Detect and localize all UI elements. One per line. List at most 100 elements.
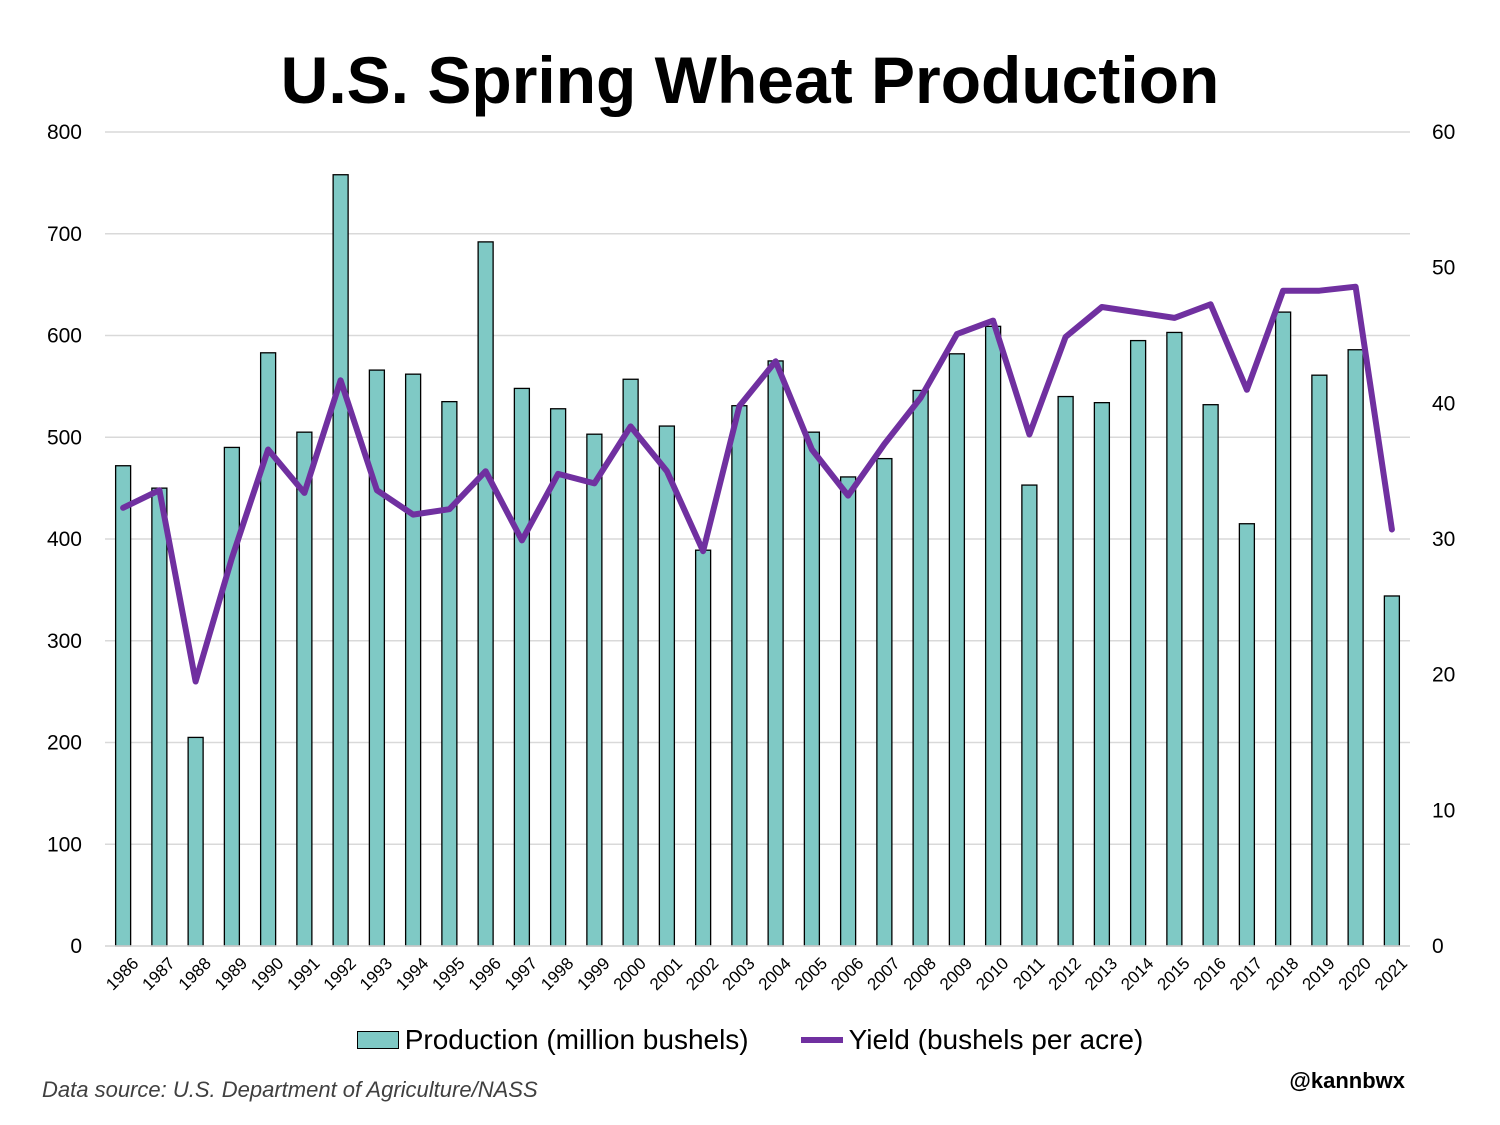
bar[interactable]: [1347, 349, 1364, 947]
bar-series: [114, 174, 1401, 947]
x-tick-label: 1988: [175, 954, 215, 994]
right-tick-label: 0: [1432, 935, 1444, 958]
right-tick-label: 50: [1432, 257, 1455, 280]
bar[interactable]: [223, 446, 241, 947]
bar[interactable]: [1057, 395, 1074, 947]
bar[interactable]: [368, 369, 386, 947]
author-handle: @kannbwx: [1289, 1068, 1405, 1093]
bar[interactable]: [694, 549, 712, 947]
bar[interactable]: [151, 487, 168, 947]
x-tick-label: 2014: [1117, 954, 1157, 994]
bar[interactable]: [622, 378, 639, 947]
x-tick-label: 2017: [1226, 954, 1266, 994]
x-tick-label: 2004: [755, 954, 795, 994]
bar[interactable]: [332, 174, 349, 947]
x-tick-label: 2012: [1045, 954, 1085, 994]
x-tick-label: 1990: [247, 954, 287, 994]
bar[interactable]: [658, 425, 676, 947]
bar[interactable]: [731, 405, 748, 947]
bar[interactable]: [1021, 484, 1038, 947]
bar[interactable]: [114, 465, 132, 947]
x-tick-label: 2019: [1299, 954, 1339, 994]
left-tick-label: 700: [47, 223, 82, 246]
x-tick-label: 2000: [610, 954, 650, 994]
bar[interactable]: [948, 353, 966, 947]
x-tick-label: 1995: [429, 954, 469, 994]
left-tick-label: 800: [47, 121, 82, 144]
bar[interactable]: [477, 241, 494, 947]
right-tick-label: 30: [1432, 528, 1455, 551]
bar[interactable]: [259, 352, 277, 947]
legend: Production (million bushels) Yield (bush…: [0, 1024, 1500, 1056]
bar[interactable]: [876, 457, 893, 947]
bar[interactable]: [912, 389, 929, 947]
bar[interactable]: [441, 400, 458, 947]
bar[interactable]: [1274, 311, 1292, 947]
right-tick-label: 40: [1432, 392, 1455, 415]
legend-label-yield: Yield (bushels per acre): [848, 1024, 1144, 1055]
bar[interactable]: [1129, 339, 1147, 947]
x-tick-label: 2007: [864, 954, 904, 994]
bar[interactable]: [767, 360, 784, 947]
legend-item-production[interactable]: Production (million bushels): [356, 1024, 749, 1056]
x-tick-label: 1996: [465, 954, 505, 994]
bar[interactable]: [1383, 595, 1401, 947]
bar[interactable]: [1311, 374, 1328, 947]
x-tick-label: 2015: [1154, 954, 1194, 994]
right-axis: 0 10 20 30 40 50 60: [1432, 121, 1455, 958]
bar[interactable]: [1093, 402, 1111, 947]
left-tick-label: 400: [47, 528, 82, 551]
x-tick-label: 2020: [1335, 954, 1375, 994]
legend-swatch-line: [800, 1037, 843, 1043]
x-tick-label: 2009: [936, 954, 976, 994]
x-axis: 1986198719881989199019911992199319941995…: [102, 945, 1411, 994]
x-tick-label: 2002: [682, 954, 722, 994]
bar[interactable]: [1202, 404, 1219, 947]
left-axis: 0 100 200 300 400 500 600 700 800: [47, 121, 82, 958]
bar[interactable]: [187, 736, 204, 947]
bar[interactable]: [513, 387, 531, 947]
x-tick-label: 2008: [900, 954, 940, 994]
x-tick-label: 2016: [1190, 954, 1230, 994]
x-tick-label: 2013: [1081, 954, 1121, 994]
line-series: [120, 283, 1395, 685]
right-tick-label: 20: [1432, 664, 1455, 687]
bar[interactable]: [803, 431, 821, 947]
bar[interactable]: [1238, 523, 1256, 947]
x-tick-label: 2011: [1009, 954, 1048, 993]
bar[interactable]: [984, 325, 1002, 947]
x-tick-label: 2021: [1371, 954, 1411, 994]
left-tick-label: 300: [47, 630, 82, 653]
x-tick-label: 1998: [537, 954, 577, 994]
x-tick-label: 2010: [972, 954, 1012, 994]
left-tick-label: 0: [70, 935, 82, 958]
x-tick-label: 2005: [791, 954, 831, 994]
left-tick-label: 100: [47, 833, 82, 856]
legend-swatch-bar: [356, 1031, 399, 1049]
yield-line[interactable]: [120, 283, 1395, 685]
chart-title: U.S. Spring Wheat Production: [280, 43, 1220, 117]
legend-label-production: Production (million bushels): [404, 1024, 749, 1055]
bar[interactable]: [586, 433, 603, 947]
x-tick-label: 2006: [827, 954, 867, 994]
x-tick-label: 1987: [139, 954, 179, 994]
left-tick-label: 500: [47, 426, 82, 449]
x-tick-label: 1989: [211, 954, 251, 994]
bar[interactable]: [1166, 331, 1183, 947]
left-tick-label: 200: [47, 732, 82, 755]
x-tick-label: 2003: [719, 954, 759, 994]
bar[interactable]: [404, 373, 422, 947]
x-tick-label: 1992: [320, 954, 360, 994]
x-tick-label: 2018: [1262, 954, 1302, 994]
right-tick-label: 60: [1432, 121, 1455, 144]
x-tick-label: 1997: [501, 954, 541, 994]
x-tick-label: 1994: [392, 954, 432, 994]
x-tick-label: 1986: [102, 954, 142, 994]
data-source-note: Data source: U.S. Department of Agricult…: [42, 1077, 538, 1102]
bar[interactable]: [296, 431, 313, 947]
legend-item-yield[interactable]: Yield (bushels per acre): [800, 1024, 1144, 1056]
bar[interactable]: [839, 476, 857, 947]
x-tick-label: 1999: [574, 954, 614, 994]
x-tick-label: 1991: [284, 954, 324, 994]
